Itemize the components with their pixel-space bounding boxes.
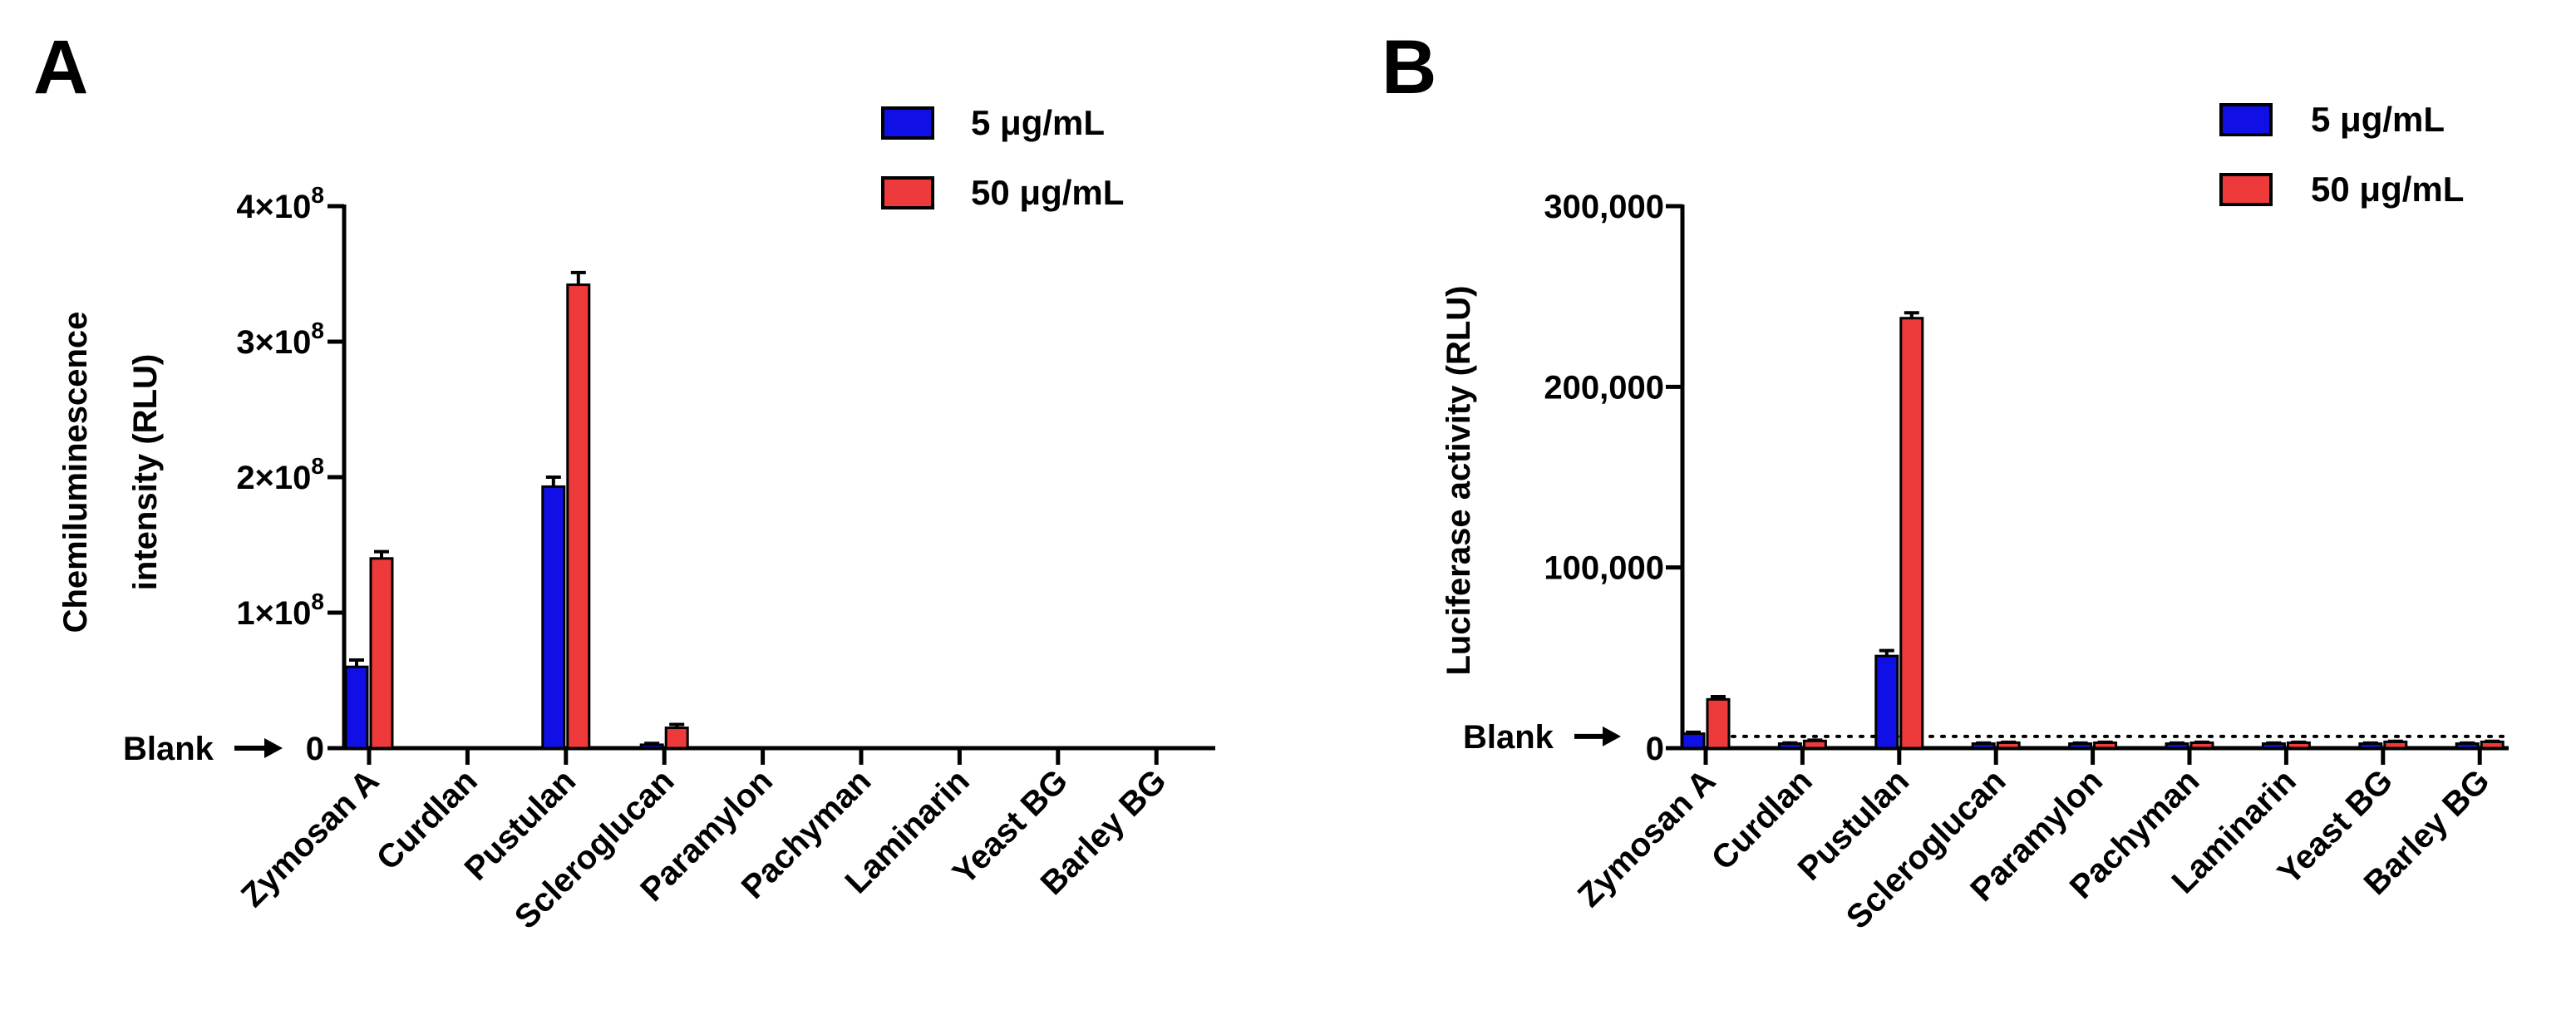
panel-a-y-axis-title: Chemiluminescence intensity (RLU) [57,312,164,633]
panel-a-ytick-2-exp: 8 [311,453,324,479]
panel-b-bar-50-2 [1899,317,1924,750]
panel-a-ytick-4-exp: 8 [311,182,324,208]
panel-b-label: B [1382,25,1436,110]
panel-a-ytick-4-mantissa: 4×10 [236,189,311,225]
panel-a-legend: 5 μg/mL 50 μg/mL [881,103,1124,212]
panel-b-legend-label-50: 50 μg/mL [2311,170,2464,209]
panel-b-ytick-2-text: 200,000 [1544,369,1664,406]
panel-a-legend-label-5: 5 μg/mL [971,103,1105,142]
panel-b: B 5 μg/mL 50 μg/mL Luciferase activity (… [1382,25,2510,936]
panel-b-legend-label-5: 5 μg/mL [2311,100,2445,139]
panel-a-bar-5-2 [541,485,566,750]
panel-a-y-tick-labels: 0 1×108 2×108 3×108 4×108 [236,182,324,767]
panel-b-ytick-0: 0 [1646,731,1664,767]
panel-a-ytick-1-mantissa: 1×10 [236,595,311,632]
panel-b-bar-5-0 [1681,732,1706,750]
panel-b-bar-5-2 [1874,654,1899,750]
panel-b-legend-swatch-5 [2219,103,2273,136]
panel-a-blank-arrow-head [264,738,283,758]
panel-a-category-label-0: Zymosan A [234,762,387,914]
panel-a-ytick-4: 4×108 [236,182,324,225]
panel-b-category-label-0: Zymosan A [1571,762,1723,914]
panel-a-ytick-1: 1×108 [236,589,324,632]
panel-a-bar-50-0 [369,557,394,750]
panel-b-bar-50-1 [1802,739,1827,750]
panel-b-ylabel: Luciferase activity (RLU) [1441,285,1477,675]
panel-b-bar-50-0 [1706,697,1731,750]
panel-b-ytick-1: 100,000 [1544,550,1664,587]
panel-b-ytick-3-text: 300,000 [1544,189,1664,225]
panel-a-legend-swatch-50 [881,176,934,209]
panel-a-ytick-2-mantissa: 2×10 [236,460,311,496]
panel-b-blank-label: Blank [1463,719,1554,756]
panel-b-legend: 5 μg/mL 50 μg/mL [2219,100,2464,209]
panel-b-blank-marker: Blank [1463,719,1621,756]
panel-a-legend-swatch-5 [881,106,934,140]
panel-b-ytick-3: 300,000 [1544,189,1664,225]
panel-a: A 5 μg/mL 50 μg/mL Chemiluminescence int… [33,25,1215,936]
panel-a-blank-label: Blank [123,731,214,767]
panel-b-legend-swatch-50 [2219,173,2273,206]
panel-a-bar-5-3 [639,743,664,750]
panel-a-ylabel-line2: intensity (RLU) [127,354,164,590]
panel-a-blank-marker: Blank [123,731,283,767]
panel-a-ytick-3-exp: 8 [311,318,324,343]
panel-a-ytick-1-exp: 8 [311,589,324,614]
panel-b-ytick-0-text: 0 [1646,731,1664,767]
panel-a-label: A [33,25,88,110]
panel-b-ytick-1-text: 100,000 [1544,550,1664,587]
panel-b-ytick-2: 200,000 [1544,369,1664,406]
panel-a-ytick-3-mantissa: 3×10 [236,324,311,361]
panel-a-bar-50-3 [664,727,689,750]
panel-a-ylabel-line1: Chemiluminescence [57,312,94,633]
panel-a-ytick-0: 0 [306,731,324,767]
panel-a-ytick-3: 3×108 [236,318,324,361]
panel-a-legend-label-50: 50 μg/mL [971,173,1124,212]
panel-b-y-tick-labels: 0 100,000 200,000 300,000 [1544,189,1664,767]
panel-a-ytick-2: 2×108 [236,453,324,496]
panel-a-bar-50-2 [566,283,591,750]
panel-b-y-axis-title: Luciferase activity (RLU) [1441,285,1477,675]
panel-a-bar-5-0 [344,665,369,750]
panel-a-plot-area: Zymosan ACurdlanPustulanScleroglucanPara… [234,204,1215,936]
panel-b-plot-area: Zymosan ACurdlanPustulanScleroglucanPara… [1571,204,2510,936]
panel-b-blank-arrow-head [1603,726,1621,746]
panel-a-ytick-0-mantissa: 0 [306,731,324,767]
